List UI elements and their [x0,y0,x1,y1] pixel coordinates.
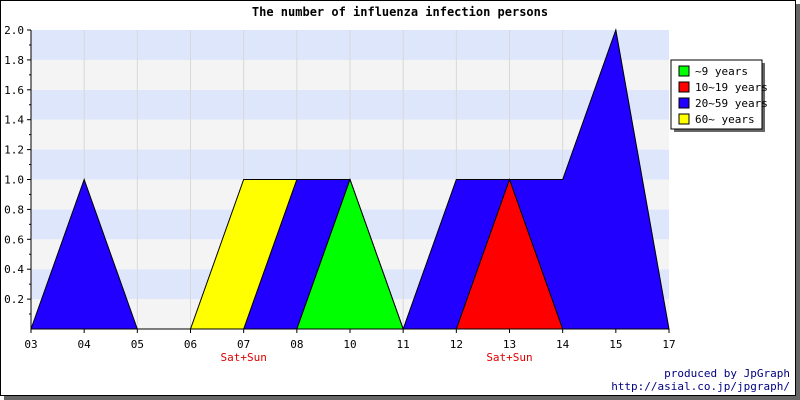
credit-line-2: http://asial.co.jp/jpgraph/ [611,380,790,393]
legend-label: ~9 years [695,65,748,78]
legend-swatch [678,97,690,109]
y-tick-label: 1.2 [4,144,24,157]
legend-label: 10~19 years [695,81,768,94]
x-tick-label: 06 [184,338,197,351]
y-tick-label: 0.8 [4,203,24,216]
y-tick-label: 1.6 [4,84,24,97]
y-tick-label: 0.6 [4,233,24,246]
x-tick-label: 04 [78,338,92,351]
y-tick-label: 1.8 [4,54,24,67]
x-tick-label: 08 [290,338,303,351]
credit-line-1: produced by JpGraph [664,367,790,380]
x-tick-label: 12 [450,338,463,351]
x-tick-label: 17 [662,338,675,351]
y-tick-label: 0.2 [4,293,24,306]
y-tick-label: 1.0 [4,174,24,187]
y-tick-label: 2.0 [4,24,24,37]
legend-label: 20~59 years [695,97,768,110]
legend-swatch [678,65,690,77]
legend-label: 60~ years [695,113,755,126]
x-tick-label: 03 [24,338,37,351]
weekend-label: Sat+Sun [220,351,266,364]
x-tick-label: 11 [397,338,410,351]
y-tick-label: 0.4 [4,263,24,276]
plot-area: 0.2 0.4 0.6 0.8 1.0 1.2 1.4 1.6 1.8 2.0 03 04 05 06 07… [4,24,676,364]
x-tick-label: 15 [609,338,622,351]
legend-swatch [678,113,690,125]
x-tick-label: 10 [343,338,356,351]
legend: ~9 years 10~19 years 20~59 years 60~ years [670,59,768,132]
legend-swatch [678,81,690,93]
weekend-label: Sat+Sun [486,351,532,364]
y-tick-label: 1.4 [4,114,24,127]
x-tick-label: 07 [237,338,250,351]
x-tick-label: 14 [556,338,570,351]
x-tick-label: 05 [131,338,144,351]
chart-title: The number of influenza infection person… [252,5,548,19]
x-tick-label: 13 [503,338,516,351]
